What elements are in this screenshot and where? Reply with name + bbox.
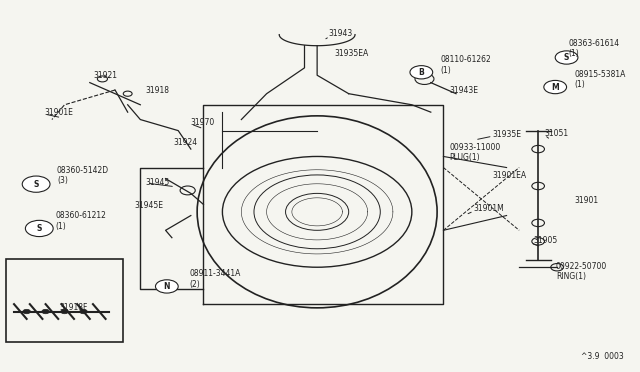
Text: N: N [164,282,170,291]
Text: 31970: 31970 [191,118,215,127]
Circle shape [26,220,53,237]
Text: 08110-61262
(1): 08110-61262 (1) [440,55,491,75]
Text: 31905: 31905 [533,236,557,245]
Text: S: S [564,53,569,62]
Circle shape [22,176,50,192]
Text: 00922-50700
RING(1): 00922-50700 RING(1) [556,262,607,281]
Circle shape [61,310,68,314]
Text: S: S [36,224,42,233]
Text: 31943: 31943 [328,29,353,38]
Text: 31051: 31051 [545,129,568,138]
Text: 31945: 31945 [145,178,170,187]
Text: 31945E: 31945E [134,201,163,210]
Circle shape [23,310,31,314]
FancyBboxPatch shape [6,259,123,342]
Text: 31901EA: 31901EA [493,171,527,180]
Text: 31935E: 31935E [493,130,522,139]
Text: 08360-5142D
(3): 08360-5142D (3) [57,166,109,185]
Text: S: S [33,180,39,189]
Text: 08915-5381A
(1): 08915-5381A (1) [575,70,626,89]
Text: ^3.9  0003: ^3.9 0003 [580,352,623,361]
Text: 31943E: 31943E [450,86,479,95]
Circle shape [156,280,178,293]
Circle shape [42,310,49,314]
Text: 08363-61614
(1): 08363-61614 (1) [568,39,620,58]
Text: 31918F: 31918F [60,303,88,312]
Circle shape [410,65,433,79]
Text: 31901: 31901 [575,196,599,205]
Text: 31901M: 31901M [474,204,504,214]
Text: 31935EA: 31935EA [335,49,369,58]
Text: 08360-61212
(1): 08360-61212 (1) [55,211,106,231]
Circle shape [555,51,578,64]
Text: 31924: 31924 [173,138,197,147]
Text: M: M [551,83,559,92]
Text: 31901E: 31901E [44,108,73,117]
Text: 31921: 31921 [93,71,117,80]
Text: B: B [419,68,424,77]
Text: 00933-11000
PLUG(1): 00933-11000 PLUG(1) [450,143,501,163]
Text: 08911-3441A
(2): 08911-3441A (2) [189,269,241,289]
Text: 31918: 31918 [145,86,170,95]
Circle shape [80,310,87,314]
Circle shape [544,80,566,94]
